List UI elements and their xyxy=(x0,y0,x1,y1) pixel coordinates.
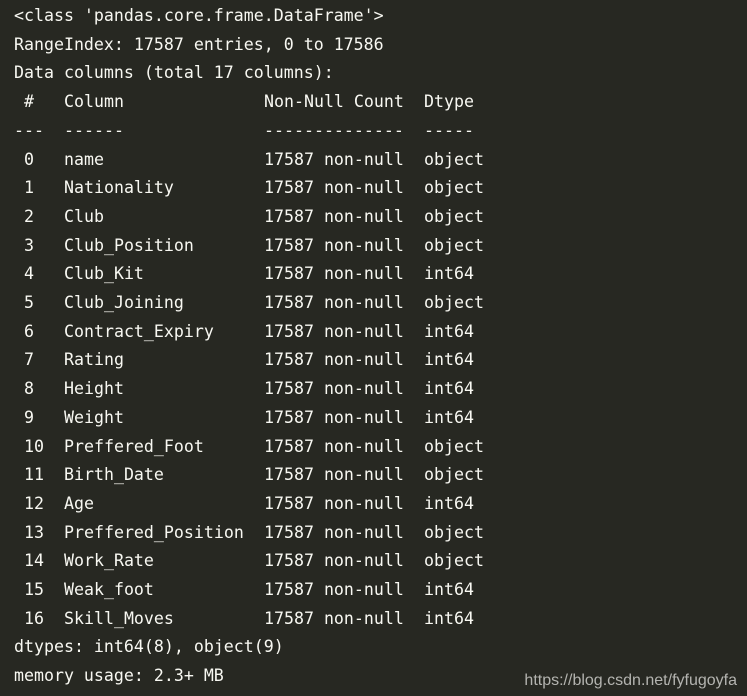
count-cell: 17587 non-null xyxy=(264,551,404,571)
dtype-cell: object xyxy=(424,522,484,542)
dtype-cell: int64 xyxy=(424,580,474,599)
column-cell: Club xyxy=(64,206,104,226)
index-cell: 10 xyxy=(24,436,44,456)
index-cell: 15 xyxy=(24,580,44,599)
index-cell: 3 xyxy=(24,235,34,255)
count-cell: 17587 non-null xyxy=(264,522,404,542)
column-cell: Nationality xyxy=(64,178,174,198)
footer-line: memory usage: 2.3+ MB xyxy=(14,666,224,686)
count-cell: 17587 non-null xyxy=(264,407,404,427)
column-cell: Weak_foot xyxy=(64,580,154,599)
dtype-cell: object xyxy=(424,178,484,198)
index-cell: 7 xyxy=(24,350,34,370)
column-cell: Club_Position xyxy=(64,235,194,255)
index-cell: 8 xyxy=(24,379,34,399)
index-cell: 0 xyxy=(24,149,34,169)
index-cell: 6 xyxy=(24,321,34,341)
count-cell: 17587 non-null xyxy=(264,293,404,312)
count-cell: -------------- xyxy=(264,120,404,140)
index-cell: 14 xyxy=(24,551,44,571)
index-cell: 12 xyxy=(24,493,44,513)
dtype-cell: int64 xyxy=(424,379,474,399)
column-cell: Preffered_Position xyxy=(64,522,244,542)
count-cell: 17587 non-null xyxy=(264,350,404,370)
dtype-cell: int64 xyxy=(424,350,474,370)
dtype-cell: object xyxy=(424,235,484,255)
count-cell: Non-Null Count xyxy=(264,92,404,112)
index-cell: 1 xyxy=(24,178,34,198)
dtype-cell: object xyxy=(424,149,484,169)
dtype-cell: object xyxy=(424,293,484,312)
column-cell: Work_Rate xyxy=(64,551,154,571)
column-cell: Skill_Moves xyxy=(64,608,174,628)
index-cell: 5 xyxy=(24,293,34,312)
count-cell: 17587 non-null xyxy=(264,321,404,341)
dtype-cell: int64 xyxy=(424,493,474,513)
count-cell: 17587 non-null xyxy=(264,608,404,628)
index-cell: --- xyxy=(14,120,44,140)
dtype-cell: object xyxy=(424,436,484,456)
index-cell: 16 xyxy=(24,608,44,628)
count-cell: 17587 non-null xyxy=(264,436,404,456)
dtype-cell: int64 xyxy=(424,608,474,628)
count-cell: 17587 non-null xyxy=(264,206,404,226)
index-cell: 13 xyxy=(24,522,44,542)
column-cell: name xyxy=(64,149,104,169)
column-cell: Club_Joining xyxy=(64,293,184,312)
count-cell: 17587 non-null xyxy=(264,235,404,255)
dtype-cell: int64 xyxy=(424,321,474,341)
dtype-cell: Dtype xyxy=(424,92,474,112)
count-cell: 17587 non-null xyxy=(264,580,404,599)
footer-line: dtypes: int64(8), object(9) xyxy=(14,637,284,657)
column-cell: ------ xyxy=(64,120,124,140)
index-cell: 4 xyxy=(24,264,34,284)
column-cell: Club_Kit xyxy=(64,264,144,284)
count-cell: 17587 non-null xyxy=(264,149,404,169)
count-cell: 17587 non-null xyxy=(264,178,404,198)
index-cell: 11 xyxy=(24,465,44,485)
dtype-cell: object xyxy=(424,551,484,571)
column-cell: Preffered_Foot xyxy=(64,436,204,456)
index-cell: 9 xyxy=(24,407,34,427)
column-cell: Birth_Date xyxy=(64,465,164,485)
column-cell: Weight xyxy=(64,407,124,427)
column-cell: Age xyxy=(64,493,94,513)
index-cell: 2 xyxy=(24,206,34,226)
dtype-cell: ----- xyxy=(424,120,474,140)
index-cell: # xyxy=(24,92,34,112)
dtype-cell: int64 xyxy=(424,407,474,427)
column-cell: Contract_Expiry xyxy=(64,321,214,341)
column-cell: Column xyxy=(64,92,124,112)
watermark: https://blog.csdn.net/fyfugoyfa xyxy=(524,672,737,689)
count-cell: 17587 non-null xyxy=(264,264,404,284)
count-cell: 17587 non-null xyxy=(264,493,404,513)
dtype-cell: object xyxy=(424,206,484,226)
count-cell: 17587 non-null xyxy=(264,379,404,399)
dtype-cell: int64 xyxy=(424,264,474,284)
info-line: <class 'pandas.core.frame.DataFrame'> xyxy=(14,6,384,25)
info-line: RangeIndex: 17587 entries, 0 to 17586 xyxy=(14,34,384,54)
dtype-cell: object xyxy=(424,465,484,485)
column-cell: Rating xyxy=(64,350,124,370)
count-cell: 17587 non-null xyxy=(264,465,404,485)
column-cell: Height xyxy=(64,379,124,399)
info-line: Data columns (total 17 columns): xyxy=(14,63,334,83)
